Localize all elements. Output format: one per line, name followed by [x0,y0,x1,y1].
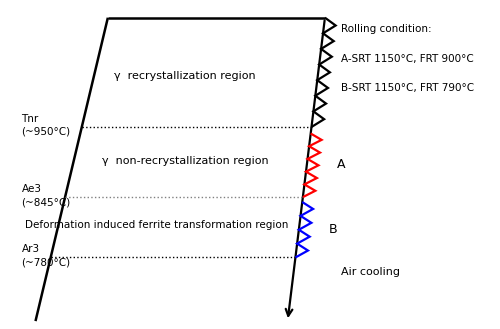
Text: (~845°C): (~845°C) [22,197,70,207]
Text: γ  recrystallization region: γ recrystallization region [114,71,256,81]
Text: (~950°C): (~950°C) [22,127,70,137]
Text: γ  non-recrystallization region: γ non-recrystallization region [102,156,268,166]
Text: Ar3: Ar3 [22,244,40,254]
Text: B: B [329,223,338,236]
Text: A: A [337,158,345,171]
Text: Air cooling: Air cooling [342,267,400,277]
Text: (~780°C): (~780°C) [22,257,70,267]
Text: Ae3: Ae3 [22,184,42,194]
Text: Deformation induced ferrite transformation region: Deformation induced ferrite transformati… [25,220,288,230]
Text: Rolling condition:

A-SRT 1150°C, FRT 900°C

B-SRT 1150°C, FRT 790°C: Rolling condition: A-SRT 1150°C, FRT 900… [342,24,474,93]
Text: Tnr: Tnr [22,114,38,124]
